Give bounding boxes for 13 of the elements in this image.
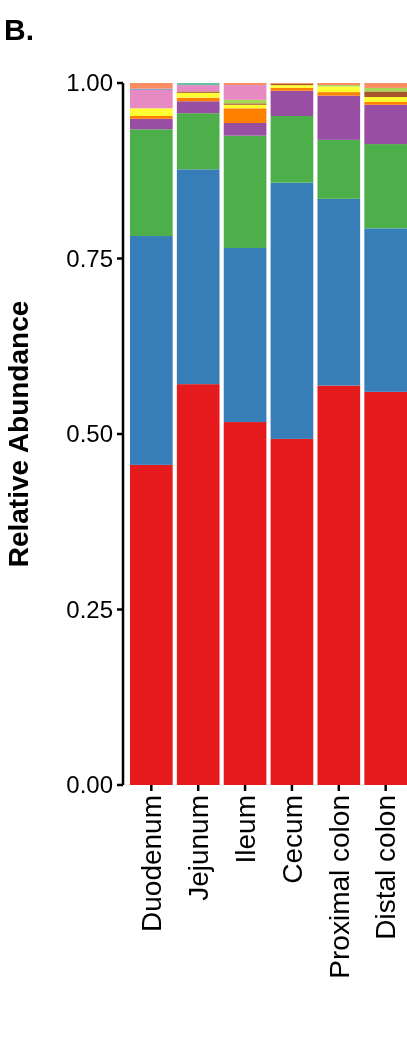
x-tick-label: Jejunum	[183, 795, 214, 901]
y-tick-label: 1.00	[66, 69, 113, 97]
x-tick-label: Ileum	[229, 795, 261, 864]
y-tick-label: 0.25	[66, 595, 113, 623]
y-tick-label: 0.50	[66, 420, 113, 448]
x-tick-label: Proximal colon	[323, 795, 355, 979]
y-tick-label: 0.75	[66, 244, 113, 272]
y-tick-label: 0.00	[66, 771, 113, 799]
chart-title: B.	[4, 13, 34, 46]
x-tick-label: Duodenum	[136, 795, 168, 932]
x-tick-label: Cecum	[276, 795, 308, 884]
y-axis-title: Relative Abundance	[3, 300, 34, 568]
x-tick-label: Distal colon	[370, 795, 402, 940]
